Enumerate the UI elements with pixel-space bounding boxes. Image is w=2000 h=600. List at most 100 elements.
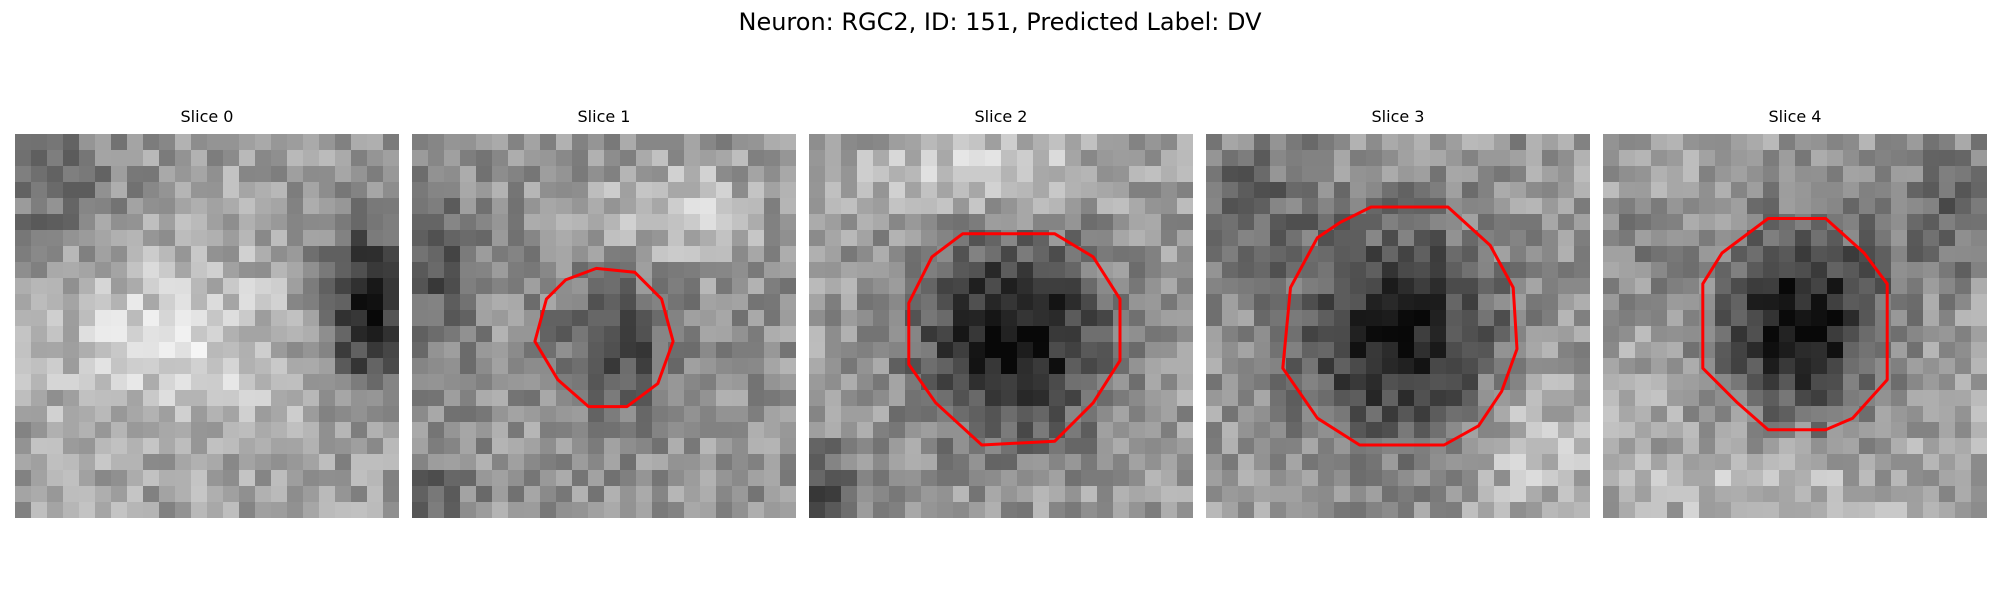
pixel [287, 182, 304, 199]
pixel [1635, 246, 1652, 263]
pixel [1763, 358, 1780, 375]
pixel [1222, 278, 1239, 295]
pixel [1414, 326, 1431, 343]
pixel [428, 358, 445, 375]
pixel [143, 262, 160, 279]
pixel [1542, 230, 1559, 247]
pixel [1715, 214, 1732, 231]
pixel [1651, 182, 1668, 199]
pixel [1478, 358, 1495, 375]
pixel [175, 470, 192, 487]
pixel [95, 390, 112, 407]
pixel [732, 454, 749, 471]
pixel [428, 486, 445, 503]
pixel [1001, 294, 1018, 311]
pixel [1270, 422, 1287, 439]
pixel [1494, 406, 1511, 423]
pixel [1907, 374, 1924, 391]
pixel [937, 262, 954, 279]
pixel [1667, 246, 1684, 263]
pixel [1827, 454, 1844, 471]
pixel [335, 470, 352, 487]
pixel [207, 406, 224, 423]
pixel [31, 470, 48, 487]
pixel [1510, 406, 1527, 423]
pixel [1731, 326, 1748, 343]
pixel [303, 438, 320, 455]
pixel [1302, 326, 1319, 343]
pixel [1859, 294, 1876, 311]
pixel [684, 390, 701, 407]
pixel [303, 214, 320, 231]
pixel [1510, 454, 1527, 471]
pixel [937, 422, 954, 439]
pixel [15, 182, 32, 199]
pixel [1049, 134, 1066, 151]
pixel [239, 342, 256, 359]
pixel [1747, 486, 1764, 503]
pixel [47, 278, 64, 295]
slice-title: Slice 2 [974, 107, 1028, 126]
pixel [825, 310, 842, 327]
pixel [1222, 502, 1239, 518]
pixel [1747, 278, 1764, 295]
pixel [1161, 294, 1178, 311]
pixel [700, 438, 717, 455]
pixel [1129, 390, 1146, 407]
pixel [1667, 198, 1684, 215]
pixel [1510, 326, 1527, 343]
pixel [1446, 294, 1463, 311]
pixel [1161, 454, 1178, 471]
pixel [1603, 326, 1620, 343]
pixel [857, 438, 874, 455]
pixel [857, 502, 874, 518]
pixel [636, 422, 653, 439]
pixel [953, 198, 970, 215]
pixel [63, 310, 80, 327]
pixel [63, 278, 80, 295]
pixel [271, 326, 288, 343]
pixel [1081, 182, 1098, 199]
pixel [1526, 246, 1543, 263]
pixel [223, 486, 240, 503]
pixel [271, 198, 288, 215]
pixel [1286, 310, 1303, 327]
pixel [508, 150, 525, 167]
pixel [652, 262, 669, 279]
pixel [79, 230, 96, 247]
pixel [444, 182, 461, 199]
pixel [857, 262, 874, 279]
pixel [668, 182, 685, 199]
pixel [351, 278, 368, 295]
pixel [620, 342, 637, 359]
pixel [1286, 214, 1303, 231]
pixel [351, 230, 368, 247]
pixel [1238, 342, 1255, 359]
pixel [1843, 422, 1860, 439]
pixel [255, 310, 272, 327]
pixel [1382, 374, 1399, 391]
pixel [1318, 182, 1335, 199]
pixel [1811, 390, 1828, 407]
pixel [841, 278, 858, 295]
pixel [1065, 438, 1082, 455]
pixel [79, 390, 96, 407]
pixel [1478, 470, 1495, 487]
pixel [1033, 454, 1050, 471]
pixel [732, 230, 749, 247]
pixel [1065, 294, 1082, 311]
pixel [1542, 358, 1559, 375]
pixel [668, 246, 685, 263]
pixel [303, 326, 320, 343]
pixel [1779, 342, 1796, 359]
pixel [588, 198, 605, 215]
pixel [271, 246, 288, 263]
pixel [604, 166, 621, 183]
pixel [1113, 262, 1130, 279]
pixel [1955, 502, 1972, 518]
pixel [287, 214, 304, 231]
pixel [1081, 374, 1098, 391]
pixel [1619, 342, 1636, 359]
pixel [175, 406, 192, 423]
pixel [825, 294, 842, 311]
